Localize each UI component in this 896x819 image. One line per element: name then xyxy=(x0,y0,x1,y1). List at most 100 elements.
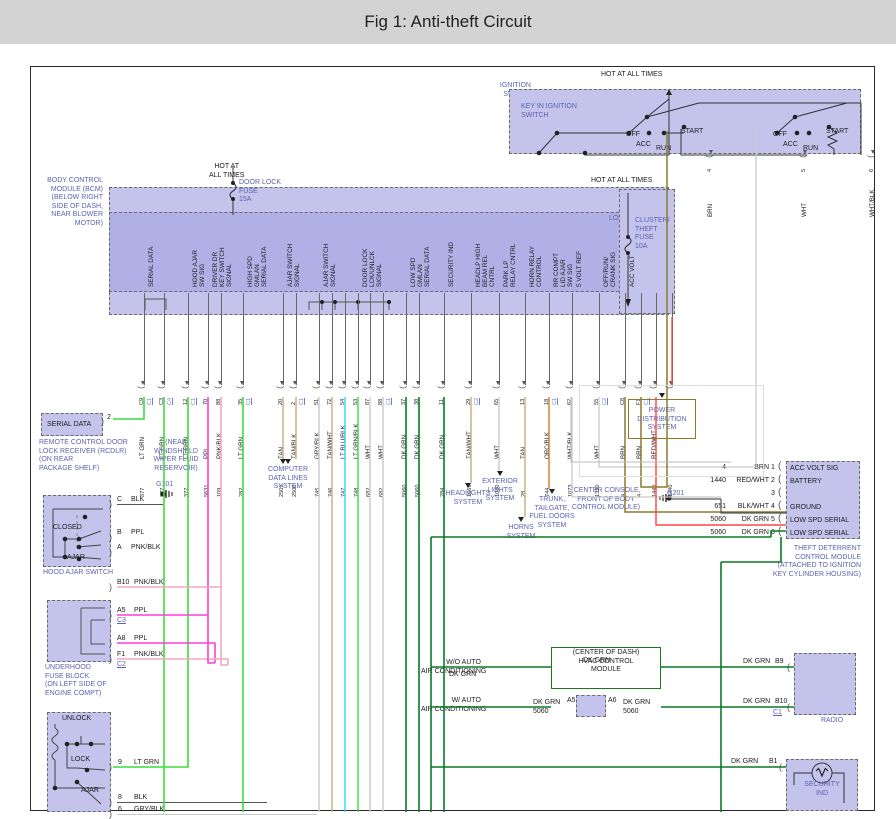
bcm-pin-arrow xyxy=(218,381,223,385)
theft-pin-name: GROUND xyxy=(790,504,822,511)
theft-wire-color: RED/WHT xyxy=(736,477,769,484)
bcm-pin-arrow xyxy=(293,381,298,385)
underhood-connector-icon: ) xyxy=(109,582,112,592)
bcm-pin-lead xyxy=(406,293,407,385)
bcm-pin-lead xyxy=(525,293,526,385)
bcm-pin-lead xyxy=(370,293,371,385)
bcm-pin-lead xyxy=(296,293,297,385)
underhood-connector-icon: ) xyxy=(109,638,112,648)
theft-circuit-number: 651 xyxy=(714,503,726,510)
bcm-pin-arrow xyxy=(522,381,527,385)
diagram-canvas: IGNITION SWITCH HOT AT ALL TIMES KEY IN … xyxy=(0,44,896,819)
system-ref-arrow xyxy=(549,489,555,494)
system-ref-label: HEADLIGHTS SYSTEM xyxy=(445,490,491,506)
theft-pin-number: 6 xyxy=(771,529,775,536)
bcm-pin-lead xyxy=(345,293,346,385)
security-wire-color: DK GRN xyxy=(731,758,759,765)
hood-wire-pin: B xyxy=(117,529,122,536)
bcm-pin-lead xyxy=(599,293,600,385)
bcm-pin-lead xyxy=(383,293,384,385)
system-ref-label: TRUNK, TAILGATE, FUEL DOORS SYSTEM xyxy=(529,496,575,529)
underhood-wire-pin: F1 xyxy=(117,651,126,658)
system-ref-label: COMPUTER DATA LINES SYSTEM xyxy=(267,466,309,490)
bcm-pin-lead xyxy=(419,293,420,385)
bcm-pin-lead xyxy=(221,293,222,385)
title-bar: Fig 1: Anti-theft Circuit xyxy=(0,0,896,44)
radio-wire-color: DK GRN xyxy=(743,658,771,665)
door-ajar-label: AJAR xyxy=(81,787,99,794)
key-in-ignition-label: KEY IN IGNITION SWITCH xyxy=(521,103,577,119)
hvac-a6-color: DK GRN xyxy=(623,699,651,706)
theft-pin-number: 4 xyxy=(771,503,775,510)
underhood-fuse-block-box xyxy=(47,600,111,662)
theft-pin-number: 1 xyxy=(771,464,775,471)
theft-wire-color: BLK/WHT xyxy=(737,503,769,510)
bcm-pin-lead xyxy=(572,293,573,385)
hood-ajar-label: AJAR xyxy=(67,554,85,561)
bcm-pin-arrow xyxy=(653,381,658,385)
bcm-pin-arrow xyxy=(496,381,501,385)
bcm-pin-arrow xyxy=(416,381,421,385)
bcm-pin-arrow xyxy=(569,381,574,385)
radio-wire-pin: B9 xyxy=(775,658,784,665)
hvac-bracket-box xyxy=(551,647,661,689)
cluster-theft-fuse-symbol xyxy=(624,193,632,307)
bcm-pin-lead xyxy=(641,293,642,385)
theft-connector-icon: ( xyxy=(778,461,782,472)
bcm-hot-label: HOT AT ALL TIMES xyxy=(209,163,245,179)
theft-circuit-number: 1440 xyxy=(710,477,726,484)
theft-pin-name: BATTERY xyxy=(790,478,822,485)
hvac-center-of-dash: (CENTER OF DASH) HVAC CONTROL MODULE xyxy=(572,649,640,673)
bcm-pin-lead xyxy=(243,293,244,385)
hvac-a5-pin: A5 xyxy=(567,697,576,704)
theft-pin-name: LOW SPD SERIAL xyxy=(790,530,850,537)
hvac-w-auto-label: W/ AUTO AIR CONDITIONING xyxy=(421,697,487,713)
theft-connector-icon: ( xyxy=(778,487,782,498)
theft-connector-icon: ( xyxy=(778,474,782,485)
radio-wire-pin: B10 xyxy=(775,698,788,705)
door-lock-fuse-label: DOOR LOCK FUSE 15A xyxy=(239,179,282,203)
bcm-pin-arrow xyxy=(622,381,627,385)
bcm-pin-arrow xyxy=(205,381,210,385)
ign-run-2: RUN xyxy=(803,145,819,152)
hvac-wo-auto-label: W/O AUTO AIR CONDITIONING xyxy=(421,659,487,675)
bcm-pin-arrow xyxy=(596,381,601,385)
hood-connector-icon: ) xyxy=(109,532,112,542)
rcdlr-connector-icon: ) xyxy=(101,416,104,426)
hood-wire-color: PPL xyxy=(131,529,145,536)
underhood-wire-pin: A5 xyxy=(117,607,126,614)
radio-caption: RADIO xyxy=(821,717,844,724)
door-gryblk-wire xyxy=(117,814,317,815)
underhood-wire-pin: B10 xyxy=(117,579,130,586)
system-ref-arrow xyxy=(280,459,286,464)
theft-module-caption: THEFT DETERRENT CONTROL MODULE (ATTACHED… xyxy=(772,545,861,578)
bcm-pin-arrow xyxy=(342,381,347,385)
theft-wire-color: DK GRN xyxy=(741,516,769,523)
hvac-module-box xyxy=(576,695,606,717)
radio-box xyxy=(794,653,856,715)
ignition-switch-box xyxy=(509,89,861,154)
radio-connector-id: C1 xyxy=(773,709,782,716)
bcm-pin-arrow xyxy=(240,381,245,385)
hood-connector-icon: ) xyxy=(109,499,112,509)
power-distribution-box xyxy=(628,399,696,439)
rcdlr-caption: REMOTE CONTROL DOOR LOCK RECEIVER (RCDLR… xyxy=(39,439,128,472)
system-ref-arrow xyxy=(465,483,471,488)
theft-circuit-number: 5060 xyxy=(710,516,726,523)
ignition-pin-arrow xyxy=(871,150,876,154)
system-ref-label: HORNS SYSTEM xyxy=(506,524,536,540)
bcm-pin-lead xyxy=(319,293,320,385)
bcm-pin-arrow xyxy=(316,381,321,385)
theft-pin-name: LOW SPD SERIAL xyxy=(790,517,850,524)
system-ref-arrow xyxy=(497,471,503,476)
bcm-pin-lead xyxy=(471,293,472,385)
hvac-a6-circuit: 5060 xyxy=(623,708,639,715)
diagram-frame: IGNITION SWITCH HOT AT ALL TIMES KEY IN … xyxy=(30,66,876,819)
rcdlr-serial-data-label: SERIAL DATA xyxy=(47,421,92,428)
underhood-wire-color: PNK/BLK xyxy=(134,651,164,658)
bcm-pin-lead xyxy=(332,293,333,385)
rcdlr-pin: 2 xyxy=(107,414,111,421)
door-lock-label: LOCK xyxy=(71,756,91,763)
underhood-connector-id: C3 xyxy=(117,617,126,624)
bcm-pin-lead xyxy=(164,293,165,385)
